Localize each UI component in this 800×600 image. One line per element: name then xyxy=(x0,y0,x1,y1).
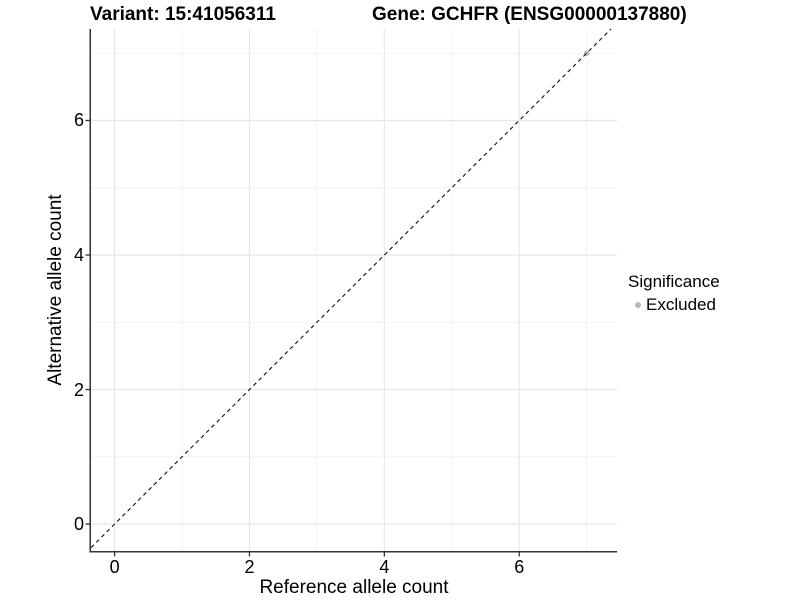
y-tick-label: 6 xyxy=(73,110,84,131)
x-tick-label: 4 xyxy=(379,557,390,577)
panel-background xyxy=(91,29,617,551)
plot-title-variant: Variant: 15:41056311 xyxy=(90,4,276,25)
plot-title-gene: Gene: GCHFR (ENSG00000137880) xyxy=(372,4,687,25)
legend: Significance Excluded xyxy=(628,272,720,315)
legend-item-label: Excluded xyxy=(646,295,716,314)
y-tick-label: 0 xyxy=(73,514,84,535)
y-axis-title: Alternative allele count xyxy=(45,194,66,386)
y-tick-label: 2 xyxy=(73,379,84,400)
x-tick-label: 6 xyxy=(514,557,525,577)
excluded-point-icon xyxy=(635,302,641,308)
x-tick-label: 2 xyxy=(244,557,255,577)
identity-line xyxy=(90,28,612,549)
x-axis-title: Reference allele count xyxy=(259,577,449,598)
y-tick-label: 4 xyxy=(73,245,84,266)
x-tick-label: 0 xyxy=(109,557,120,577)
legend-item-excluded: Excluded xyxy=(628,295,720,315)
legend-title: Significance xyxy=(628,272,720,291)
